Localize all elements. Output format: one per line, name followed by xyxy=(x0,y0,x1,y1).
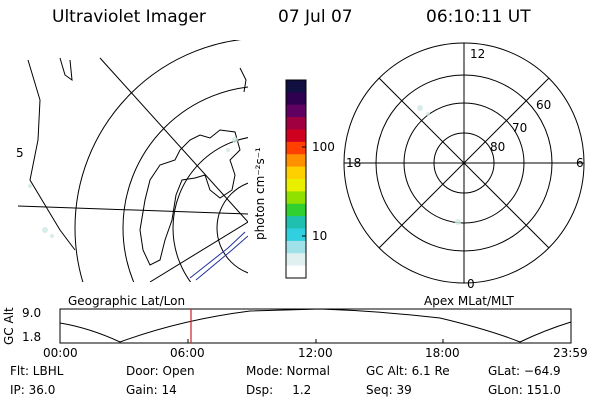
dsp-info: Dsp: 1.2 xyxy=(246,383,312,397)
colorbar-stripe xyxy=(286,216,306,229)
geo-edge-label: 5 xyxy=(16,146,24,160)
mlt-label-12: 12 xyxy=(470,47,486,61)
xtick-2359: 23:59 xyxy=(553,346,588,360)
mlt-label-6: 6 xyxy=(576,156,584,170)
xtick-1200: 12:00 xyxy=(298,346,333,360)
door-info: Door: Open xyxy=(126,364,195,378)
gc-alt-info: GC Alt: 6.1 Re xyxy=(366,364,450,378)
seq-info: Seq: 39 xyxy=(366,383,412,397)
colorbar-stripe xyxy=(286,154,306,168)
mlat-label-70: 70 xyxy=(512,121,528,135)
xtick-0600: 06:00 xyxy=(170,346,205,360)
colorbar-stripe xyxy=(286,117,306,130)
geo-caption: Geographic Lat/Lon xyxy=(68,294,186,308)
altitude-ytick-bottom: 1.8 xyxy=(22,330,42,344)
instrument-title: Ultraviolet Imager xyxy=(52,7,206,27)
mode-info: Mode: Normal xyxy=(246,364,330,378)
colorbar-tick-10: 10 xyxy=(312,229,328,243)
colorbar-stripe xyxy=(286,203,306,217)
filter-info: Flt: LBHL xyxy=(10,364,64,378)
altitude-ytick-top: 9.0 xyxy=(22,306,42,320)
mlt-label-18: 18 xyxy=(346,156,362,170)
mlat-label-60: 60 xyxy=(536,98,552,112)
xtick-1800: 18:00 xyxy=(425,346,460,360)
glat-info: GLat: −64.9 xyxy=(488,364,561,378)
time-label: 06:10:11 UT xyxy=(426,7,531,27)
glon-info: GLon: 151.0 xyxy=(488,383,561,397)
colorbar-stripe xyxy=(286,253,306,267)
colorbar-stripe xyxy=(286,191,306,205)
colorbar-stripe xyxy=(286,240,306,254)
colorbar-stripe xyxy=(286,179,306,192)
date-label: 07 Jul 07 xyxy=(278,7,353,27)
altitude-ylabel: GC Alt xyxy=(2,307,16,345)
gain-info: Gain: 14 xyxy=(126,383,177,397)
colorbar-stripe xyxy=(286,92,306,106)
colorbar-stripe xyxy=(286,228,306,242)
colorbar-stripe xyxy=(286,80,306,93)
colorbar-tick-100: 100 xyxy=(312,140,335,154)
colorbar-stripe xyxy=(286,141,306,155)
colorbar-stripe xyxy=(286,129,306,143)
mlt-label-0: 0 xyxy=(467,277,475,291)
colorbar-stripe xyxy=(286,265,306,279)
xtick-0000: 00:00 xyxy=(43,346,78,360)
mlat-label-80: 80 xyxy=(490,140,506,154)
polar-caption: Apex MLat/MLT xyxy=(424,294,514,308)
colorbar-stripe xyxy=(286,166,306,180)
colorbar-stripe xyxy=(286,104,306,118)
ip-info: IP: 36.0 xyxy=(10,383,56,397)
